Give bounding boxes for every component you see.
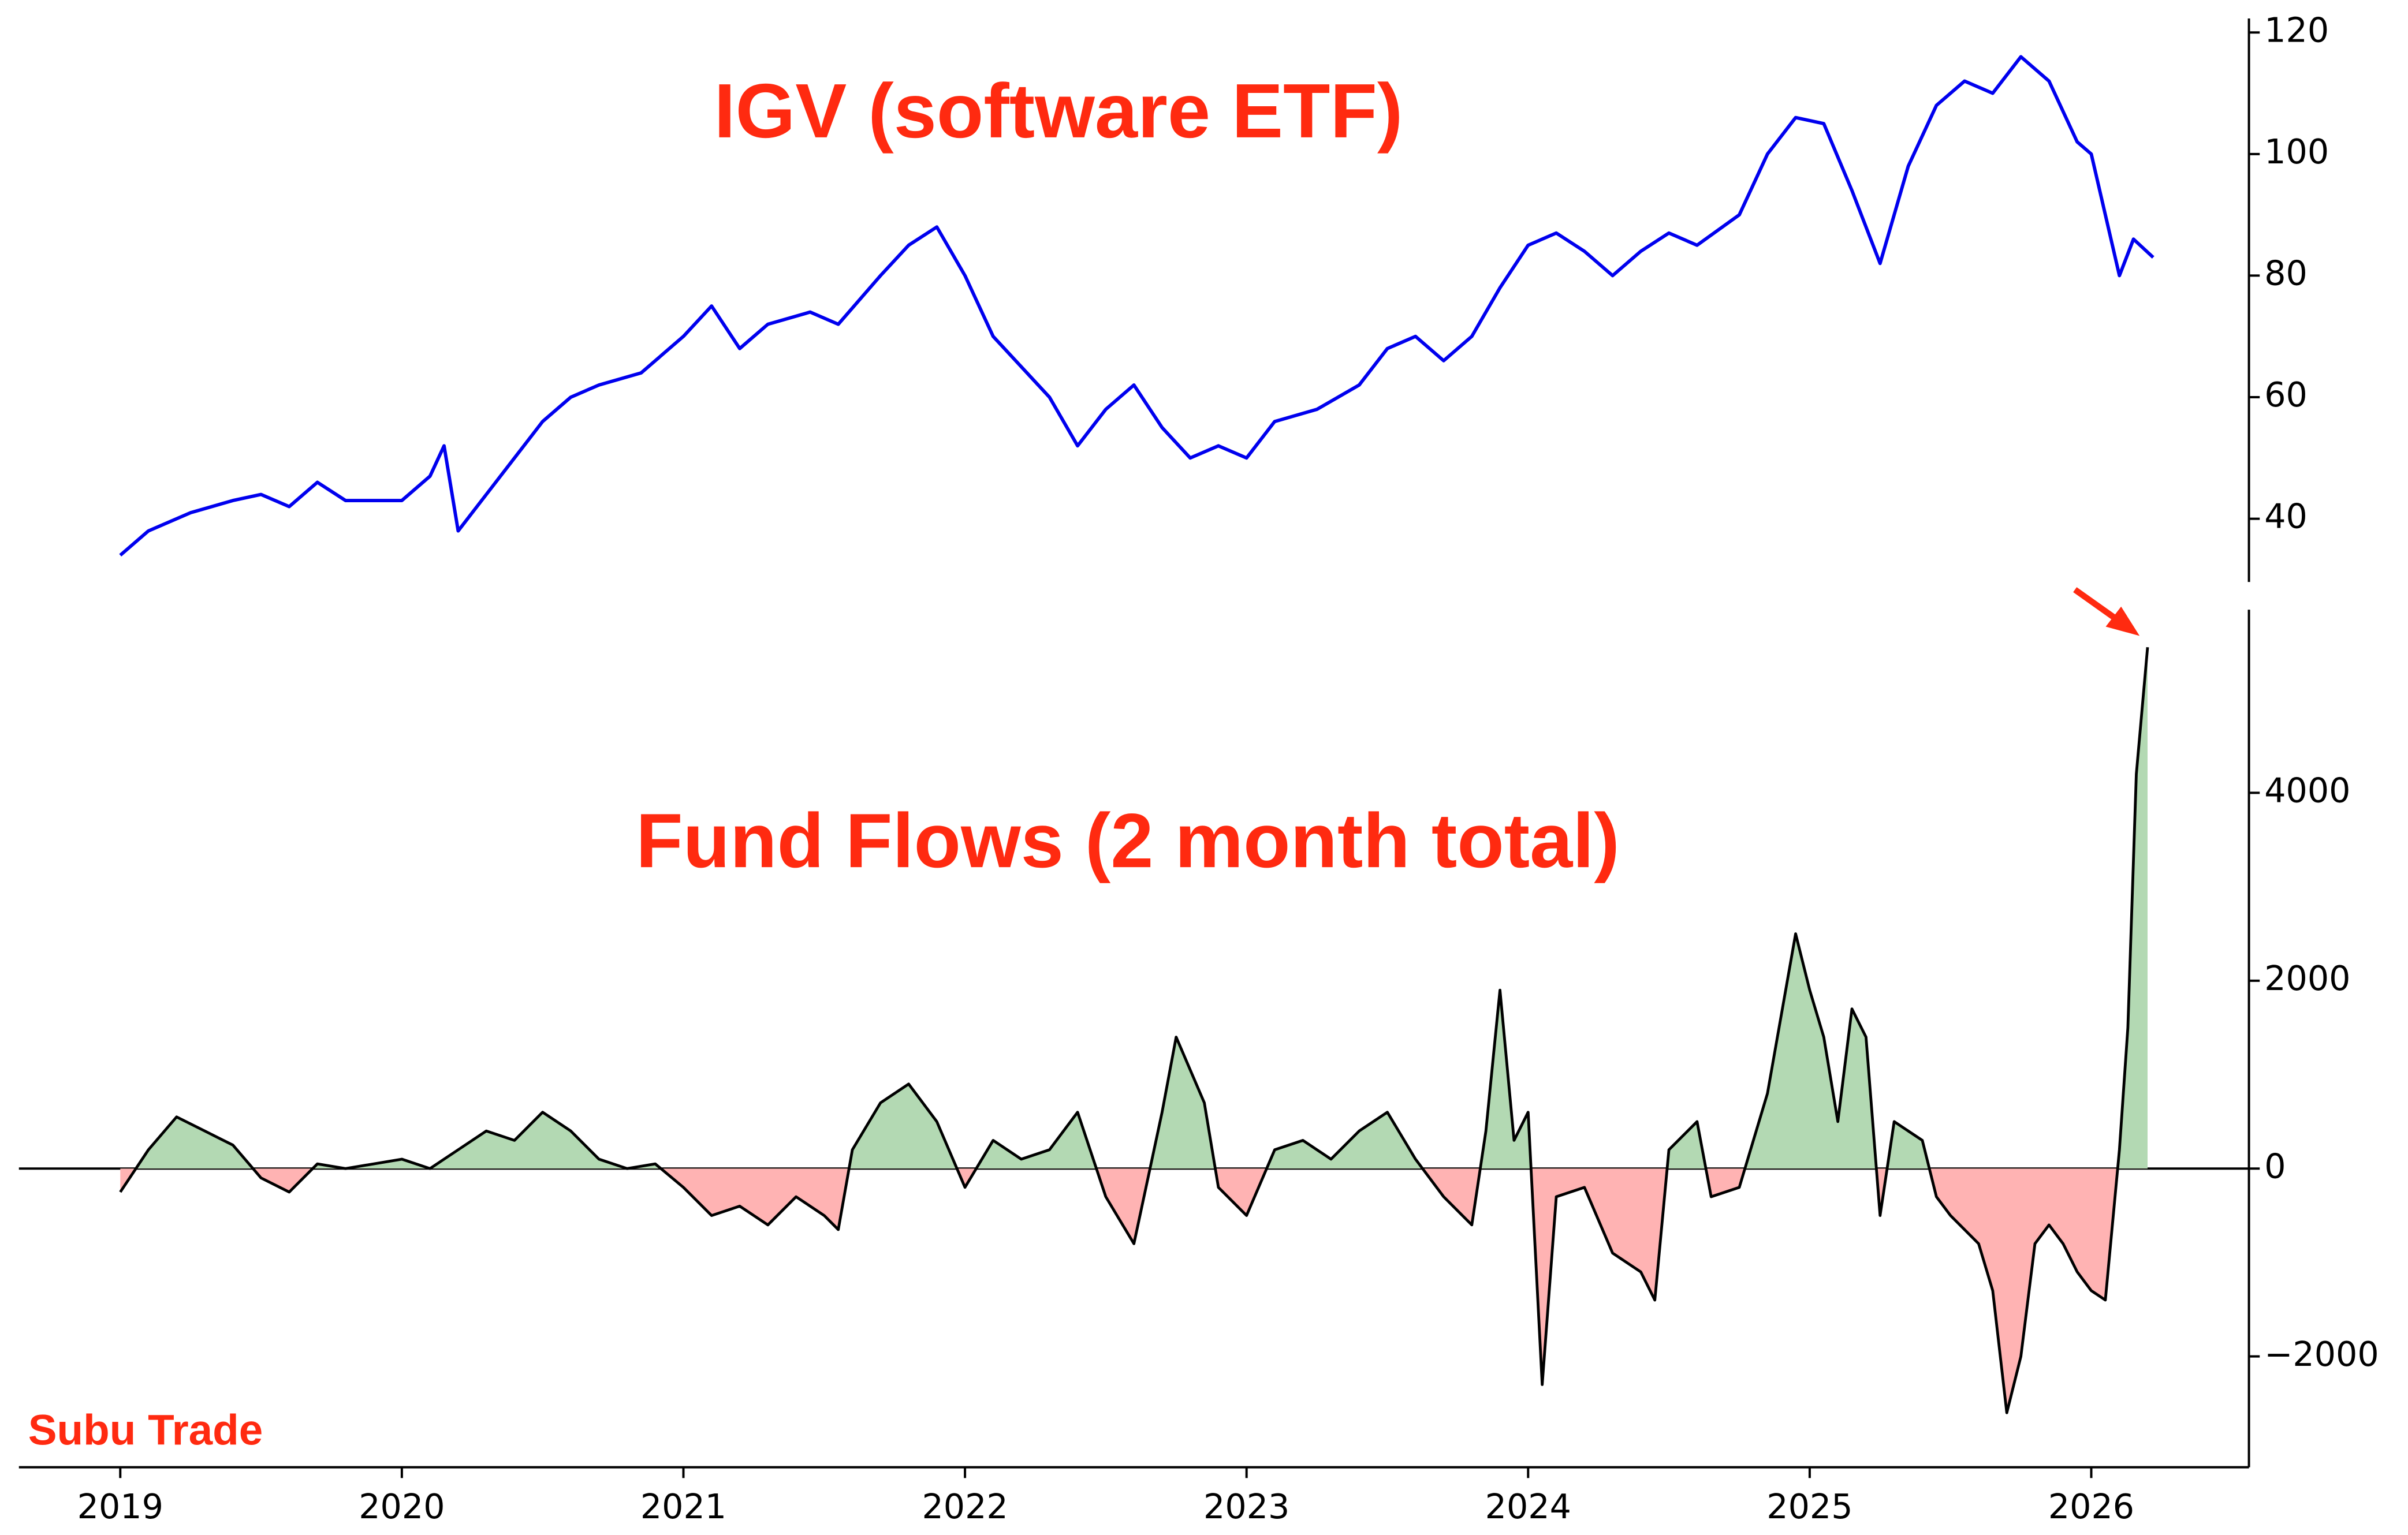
- x-tick-label: 2022: [922, 1487, 1008, 1526]
- flow-line: [119, 647, 2149, 1414]
- y-tick-label: 0: [2264, 1146, 2286, 1186]
- y-tick-label: 60: [2264, 375, 2308, 414]
- x-tick-label: 2023: [1203, 1487, 1289, 1526]
- price-line: [119, 55, 2154, 557]
- x-tick-label: 2026: [2048, 1487, 2134, 1526]
- y-tick-label: 80: [2264, 254, 2308, 293]
- x-tick-label: 2019: [77, 1487, 163, 1526]
- y-tick-label: 120: [2264, 10, 2329, 50]
- x-tick-label: 2024: [1485, 1487, 1571, 1526]
- x-tick-label: 2021: [640, 1487, 726, 1526]
- y-tick-label: 100: [2264, 132, 2329, 171]
- y-tick-label: 40: [2264, 497, 2308, 536]
- arrow: [2073, 587, 2140, 636]
- x-tick-label: 2020: [359, 1487, 445, 1526]
- annotation: Subu Trade: [28, 1406, 263, 1454]
- y-tick-label: −2000: [2264, 1335, 2379, 1374]
- negative-area: [120, 1168, 2118, 1413]
- x-tick-label: 2025: [1766, 1487, 1852, 1526]
- top-title: IGV (software ETF): [714, 68, 1403, 154]
- bottom-title: Fund Flows (2 month total): [636, 798, 1620, 884]
- y-tick-label: 4000: [2264, 771, 2350, 811]
- positive-area: [120, 647, 2148, 1169]
- y-tick-label: 2000: [2264, 959, 2350, 998]
